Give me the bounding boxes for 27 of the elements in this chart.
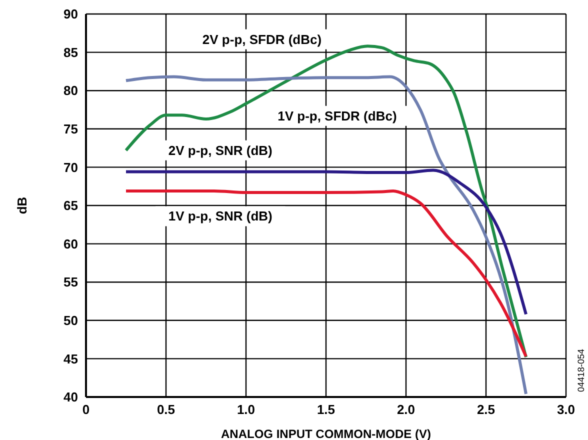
y-axis-title: dB [14, 196, 30, 214]
series-label: 2V p-p, SNR (dB) [168, 142, 272, 158]
series-label: 1V p-p, SNR (dB) [168, 208, 272, 224]
x-tick-label: 3.0 [556, 402, 576, 418]
y-tick-label: 70 [64, 160, 78, 175]
y-tick-label: 85 [64, 44, 78, 60]
line-series [124, 189, 528, 358]
x-tick-label: 2.5 [476, 402, 496, 418]
y-tick-label: 40 [64, 390, 78, 405]
line-series [124, 168, 528, 316]
x-tick-label: 1.0 [236, 402, 256, 418]
y-tick-label: 55 [64, 274, 78, 290]
x-tick-label: 2.0 [396, 402, 416, 418]
y-tick-label: 45 [64, 351, 78, 366]
series-label: 1V p-p, SFDR (dBc) [278, 108, 397, 124]
x-tick-label: 1.5 [316, 402, 336, 418]
y-tick-label: 60 [64, 236, 78, 252]
y-tick-label: 90 [64, 6, 78, 22]
y-tick-label: 80 [64, 83, 78, 98]
series-label: 2V p-p, SFDR (dBc) [202, 32, 322, 47]
line-series [124, 75, 528, 396]
text: 04418-054 [576, 348, 586, 392]
y-tick-label: 50 [64, 313, 78, 328]
y-tick-label: 65 [64, 198, 78, 214]
x-tick-label: 0 [82, 402, 90, 418]
y-tick-label: 75 [64, 122, 78, 137]
x-tick-label: 0.5 [156, 402, 176, 418]
